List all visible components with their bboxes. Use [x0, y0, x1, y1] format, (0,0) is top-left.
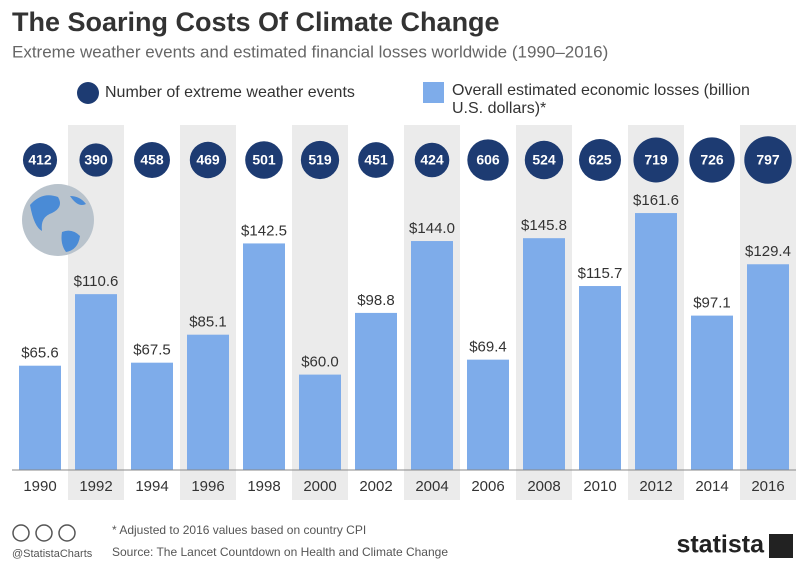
- event-bubble: [414, 142, 450, 178]
- event-label: 469: [196, 152, 220, 168]
- legend-label: Overall estimated economic losses (billi…: [452, 82, 750, 117]
- chart-title: The Soaring Costs Of Climate Change: [12, 7, 500, 37]
- event-label: 524: [532, 152, 556, 168]
- globe-icon: [22, 184, 94, 256]
- event-bubble: [689, 137, 735, 183]
- value-label: $161.6: [633, 192, 679, 209]
- event-bubble: [467, 139, 509, 181]
- value-label: $85.1: [189, 314, 227, 331]
- event-label: 390: [84, 152, 108, 168]
- bar: [579, 286, 621, 470]
- event-label: 719: [644, 152, 668, 168]
- event-label: 451: [364, 152, 388, 168]
- bar: [19, 365, 61, 470]
- x-tick-label: 2014: [695, 478, 728, 495]
- event-bubble: [524, 140, 564, 180]
- legend-item: Overall estimated economic losses (billi…: [452, 82, 750, 117]
- value-label: $97.1: [693, 295, 731, 312]
- brand: statista: [676, 531, 765, 559]
- bar: [187, 334, 229, 470]
- bar: [75, 294, 117, 470]
- event-bubble: [245, 141, 283, 179]
- x-tick-label: 2012: [639, 478, 672, 495]
- value-label: $65.6: [21, 345, 59, 362]
- event-label: 625: [588, 152, 612, 168]
- bar: [355, 312, 397, 470]
- chart-subtitle: Extreme weather events and estimated fin…: [12, 42, 608, 61]
- bar: [243, 243, 285, 470]
- event-bubble: [358, 142, 394, 178]
- value-label: $60.0: [301, 354, 339, 371]
- value-label: $110.6: [74, 273, 119, 290]
- event-bubble: [633, 137, 679, 183]
- event-bubble: [300, 140, 340, 180]
- event-bubble: [579, 139, 621, 181]
- value-label: $145.8: [521, 217, 567, 234]
- x-tick-label: 2002: [359, 478, 392, 495]
- bar: [635, 213, 677, 470]
- license-icons: [12, 524, 76, 542]
- x-tick-label: 1998: [247, 478, 280, 495]
- value-label: $115.7: [578, 265, 623, 282]
- value-label: $69.4: [469, 339, 507, 356]
- event-bubble: [189, 141, 227, 179]
- legend-label: Number of extreme weather events: [105, 84, 355, 101]
- x-tick-label: 1992: [79, 478, 112, 495]
- x-tick-label: 2016: [751, 478, 784, 495]
- value-label: $142.5: [241, 222, 287, 239]
- bar: [523, 238, 565, 470]
- handle: @StatistaCharts: [12, 548, 93, 560]
- value-label: $67.5: [133, 342, 171, 359]
- value-label: $98.8: [357, 292, 395, 309]
- event-bubble: [22, 142, 58, 178]
- event-bubble: [79, 143, 113, 177]
- bar: [131, 362, 173, 470]
- event-label: 501: [252, 152, 276, 168]
- legend-swatch: [423, 82, 444, 103]
- x-tick-label: 1994: [135, 478, 168, 495]
- event-label: 606: [476, 152, 500, 168]
- footnote: * Adjusted to 2016 values based on count…: [112, 523, 366, 537]
- event-label: 424: [420, 152, 444, 168]
- event-label: 519: [308, 152, 332, 168]
- event-label: 726: [700, 152, 724, 168]
- bar: [467, 359, 509, 470]
- x-tick-label: 2010: [583, 478, 616, 495]
- x-tick-label: 2004: [415, 478, 448, 495]
- event-label: 458: [140, 152, 164, 168]
- event-label: 797: [756, 152, 780, 168]
- x-tick-label: 1990: [23, 478, 56, 495]
- x-tick-label: 2008: [527, 478, 560, 495]
- bar: [691, 315, 733, 470]
- x-tick-label: 2006: [471, 478, 504, 495]
- bar: [747, 264, 789, 470]
- event-bubble: [134, 142, 170, 178]
- source: Source: The Lancet Countdown on Health a…: [112, 545, 448, 559]
- x-tick-label: 1996: [191, 478, 224, 495]
- value-label: $129.4: [745, 243, 791, 260]
- legend-swatch: [77, 82, 99, 104]
- value-label: $144.0: [409, 220, 455, 237]
- event-bubble: [744, 136, 792, 184]
- brand-mark: [769, 534, 793, 558]
- bar: [411, 241, 453, 470]
- event-label: 412: [28, 152, 52, 168]
- x-tick-label: 2000: [303, 478, 336, 495]
- bar: [299, 374, 341, 470]
